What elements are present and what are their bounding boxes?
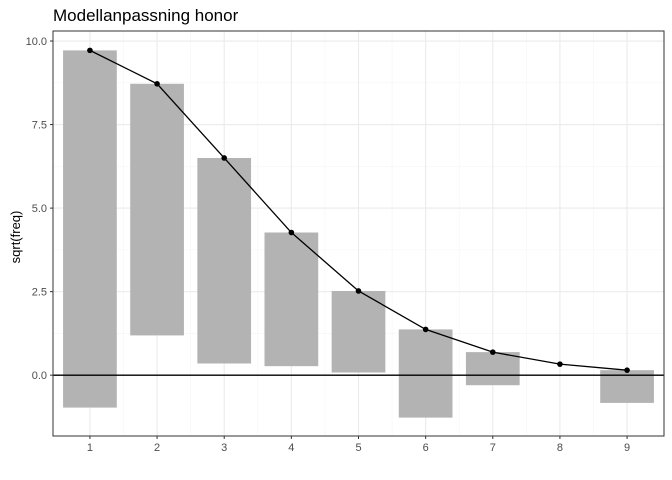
bar [197, 157, 252, 364]
expected-point [624, 367, 630, 373]
expected-point [355, 288, 362, 294]
expected-point [221, 155, 228, 161]
expected-point [288, 229, 295, 236]
expected-point [489, 349, 496, 355]
bar [465, 352, 520, 386]
plot-panel: 0.0 2.5 5.0 7.5 10.0 1 2 3 4 5 6 7 8 9 [26, 30, 665, 454]
bar [130, 83, 184, 336]
x-tick-label: 2 [154, 442, 160, 454]
x-tick-label: 9 [624, 442, 630, 454]
x-tick-label: 6 [423, 442, 429, 454]
expected-point [87, 47, 93, 54]
bar [264, 232, 319, 367]
expected-point [557, 361, 563, 367]
y-tick-label: 2.5 [32, 287, 47, 299]
x-tick-label: 5 [355, 442, 361, 454]
x-tick-label: 8 [557, 442, 563, 454]
y-tick-label: 7.5 [32, 120, 47, 132]
expected-point [422, 326, 429, 333]
y-tick-label: 10.0 [26, 36, 47, 48]
chart-title: Modellanpassning honor [53, 6, 239, 25]
x-tick-label: 3 [221, 442, 227, 454]
x-tick-label: 4 [288, 442, 294, 454]
y-tick-label: 5.0 [32, 203, 47, 215]
x-tick-label: 7 [490, 442, 496, 454]
expected-point [154, 80, 160, 87]
bar [398, 329, 453, 418]
x-tick-label: 1 [87, 442, 93, 454]
y-tick-label: 0.0 [32, 370, 47, 382]
bar [63, 50, 117, 408]
y-axis-label: sqrt(freq) [8, 211, 23, 264]
bar [331, 290, 386, 373]
